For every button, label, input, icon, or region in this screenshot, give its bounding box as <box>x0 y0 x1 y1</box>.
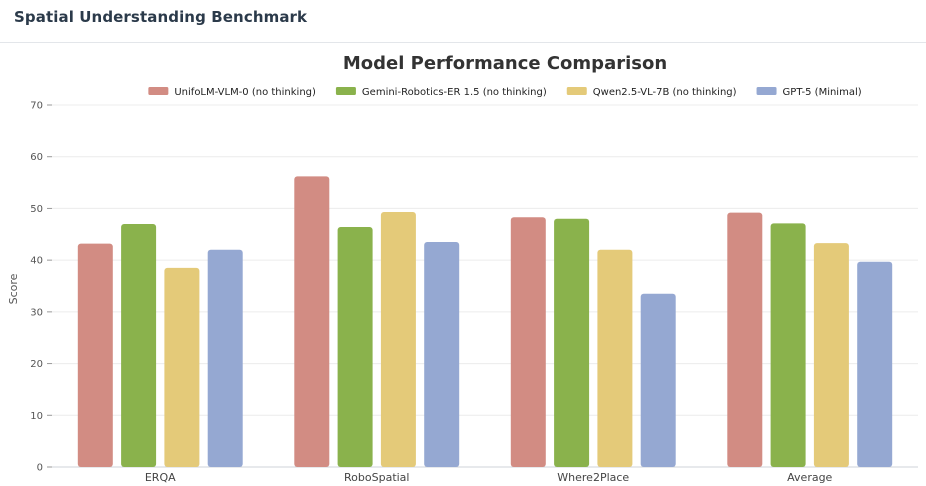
y-tick-label: 40 <box>30 256 43 267</box>
legend-item: Qwen2.5-VL-7B (no thinking) <box>566 87 737 98</box>
bar-robospatial-series-3 <box>424 242 460 467</box>
bar-average-series-1 <box>770 223 806 467</box>
bar-average-series-2 <box>813 243 849 467</box>
x-tick-label: Where2Place <box>557 471 629 484</box>
legend-item: Gemini-Robotics-ER 1.5 (no thinking) <box>335 87 547 98</box>
bar-where2place-series-1 <box>554 218 590 467</box>
y-tick-label: 20 <box>30 359 43 370</box>
bar-erqa-series-2 <box>164 267 200 467</box>
y-axis-label: Score <box>7 273 20 304</box>
page-header: Spatial Understanding Benchmark <box>0 0 926 43</box>
y-tick-label: 30 <box>30 307 43 318</box>
legend-swatch <box>566 87 587 95</box>
y-tick-label: 10 <box>30 411 43 422</box>
x-tick-label: RoboSpatial <box>344 471 409 484</box>
bar-robospatial-series-2 <box>380 212 416 467</box>
x-tick-label: ERQA <box>145 471 176 484</box>
bar-average-series-0 <box>727 212 763 467</box>
bar-erqa-series-0 <box>77 243 113 467</box>
bar-where2place-series-3 <box>640 293 676 467</box>
bar-where2place-series-0 <box>510 217 546 467</box>
x-axis: ERQA RoboSpatial Where2Place Average <box>145 471 833 484</box>
legend-label: GPT-5 (Minimal) <box>783 87 862 98</box>
bar-robospatial-series-1 <box>337 227 373 467</box>
chart-title: Model Performance Comparison <box>343 53 667 74</box>
x-tick-label: Average <box>787 471 832 484</box>
y-tick-label: 50 <box>30 204 43 215</box>
bar-erqa-series-1 <box>121 223 157 467</box>
legend-item: GPT-5 (Minimal) <box>756 87 862 98</box>
bar-chart: Model Performance Comparison UnifoLM-VLM… <box>7 53 918 484</box>
legend-item: UnifoLM-VLM-0 (no thinking) <box>148 87 316 98</box>
y-tick-label: 60 <box>30 152 43 163</box>
bar-robospatial-series-0 <box>294 176 330 467</box>
y-axis: 0 10 20 30 40 50 60 70 <box>30 101 52 474</box>
chart-legend: UnifoLM-VLM-0 (no thinking) Gemini-Roboti… <box>148 87 862 98</box>
legend-label: UnifoLM-VLM-0 (no thinking) <box>174 87 316 98</box>
legend-label: Qwen2.5-VL-7B (no thinking) <box>593 87 737 98</box>
legend-swatch <box>756 87 777 95</box>
y-tick-label: 0 <box>37 463 43 474</box>
legend-label: Gemini-Robotics-ER 1.5 (no thinking) <box>362 87 547 98</box>
bar-erqa-series-3 <box>207 249 243 467</box>
legend-swatch <box>335 87 356 95</box>
chart-bars <box>77 176 893 467</box>
bar-where2place-series-2 <box>597 249 633 467</box>
y-tick-label: 70 <box>30 101 43 112</box>
legend-swatch <box>148 87 169 95</box>
bar-average-series-3 <box>857 261 893 467</box>
page-title: Spatial Understanding Benchmark <box>14 8 308 26</box>
